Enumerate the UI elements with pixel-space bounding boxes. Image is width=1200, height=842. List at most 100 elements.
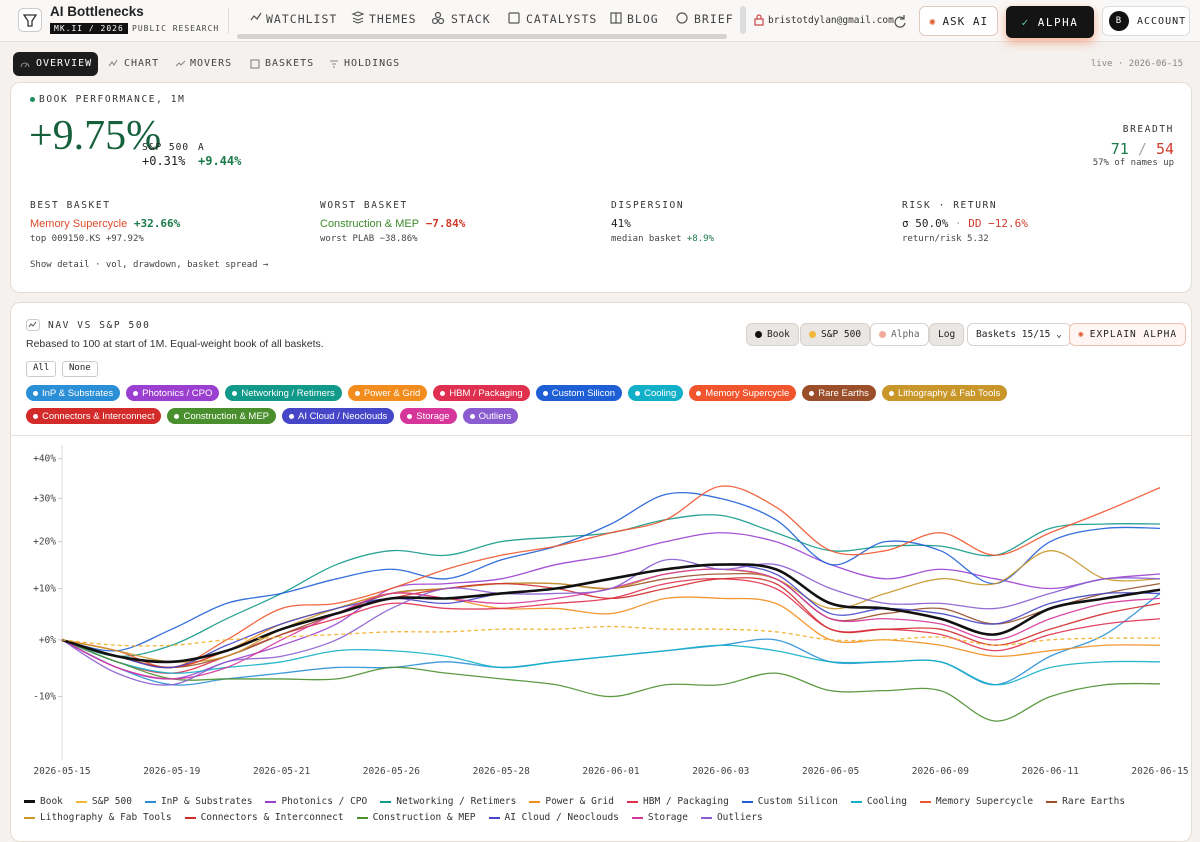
toggle-log[interactable]: Log xyxy=(929,323,965,346)
x-tick-label: 2026-05-19 xyxy=(143,766,200,777)
select-all[interactable]: All xyxy=(26,361,57,377)
legend-label: Connectors & Interconnect xyxy=(200,812,344,823)
ask-ai-button[interactable]: ✺ ASK AI xyxy=(919,6,998,36)
chip-label: Storage xyxy=(416,410,450,422)
series-line xyxy=(61,592,1161,669)
legend-swatch xyxy=(380,800,392,803)
chip-label: Connectors & Interconnect xyxy=(42,410,155,422)
tab[interactable]: OVERVIEW xyxy=(36,58,93,69)
legend-swatch xyxy=(1046,800,1058,803)
legend-swatch xyxy=(529,800,541,803)
basket-chip[interactable]: AI Cloud / Neoclouds xyxy=(282,408,395,424)
chart-subtitle: Rebased to 100 at start of 1M. Equal-wei… xyxy=(26,338,324,350)
up-count: 71 xyxy=(1110,140,1129,158)
nav-link[interactable]: BLOG xyxy=(627,12,659,26)
tab[interactable]: MOVERS xyxy=(190,58,233,69)
refresh-icon[interactable] xyxy=(893,14,907,28)
stat-name: σ 50.0% xyxy=(902,217,949,230)
x-tick-label: 2026-06-01 xyxy=(582,766,639,777)
legend-item: Connectors & Interconnect xyxy=(184,812,344,823)
show-detail[interactable]: Show detail · vol, drawdown, basket spre… xyxy=(30,260,269,270)
stat-value: −7.84% xyxy=(425,217,466,230)
basket-chip[interactable]: HBM / Packaging xyxy=(433,385,530,401)
series-line xyxy=(61,639,1161,722)
basket-chip[interactable]: Storage xyxy=(400,408,457,424)
basket-chip[interactable]: Construction & MEP xyxy=(167,408,277,424)
toggle-book[interactable]: Book xyxy=(746,323,799,346)
stat-note-value: +8.9% xyxy=(686,234,714,244)
legend-label: Photonics / CPO xyxy=(281,796,368,807)
explain-alpha[interactable]: ✺ EXPLAIN ALPHA xyxy=(1069,323,1187,346)
badge: MK.II / 2026 xyxy=(50,23,128,34)
legend-item: Power & Grid xyxy=(529,796,614,807)
basket-chip[interactable]: Lithography & Fab Tools xyxy=(881,385,1008,401)
bench-value: +0.31% xyxy=(142,154,186,168)
nav-link[interactable]: WATCHLIST xyxy=(266,12,338,26)
toggle-label: Book xyxy=(767,329,790,340)
basket-chip[interactable]: Power & Grid xyxy=(347,385,428,401)
tab[interactable]: CHART xyxy=(124,58,160,69)
scroll-handle xyxy=(740,6,746,34)
chip-label: Power & Grid xyxy=(363,387,421,399)
legend-swatch xyxy=(184,816,196,819)
nav-link[interactable]: STACK xyxy=(451,12,491,26)
chip-dot xyxy=(440,390,446,396)
tab[interactable]: HOLDINGS xyxy=(344,58,401,69)
legend-item: Storage xyxy=(631,812,688,823)
basket-chip[interactable]: InP & Substrates xyxy=(26,385,121,401)
basket-chip[interactable]: Outliers xyxy=(462,408,519,424)
down-count: 54 xyxy=(1155,140,1174,158)
x-tick-label: 2026-06-11 xyxy=(1022,766,1079,777)
toggle-sp500[interactable]: S&P 500 xyxy=(800,323,871,346)
basket-chips: InP & Substrates Photonics / CPO Networkin… xyxy=(26,385,1116,424)
breadth-note: 57% of names up xyxy=(1092,158,1174,168)
series-line xyxy=(61,639,1161,686)
basket-chip[interactable]: Networking / Retimers xyxy=(225,385,342,401)
stat-value: DD −12.6% xyxy=(968,217,1028,230)
basket-chip[interactable]: Cooling xyxy=(628,385,684,401)
baskets-select[interactable]: Baskets 15/15 ⌄ xyxy=(967,323,1071,346)
legend-item: Photonics / CPO xyxy=(265,796,367,807)
stat-label: DISPERSION xyxy=(611,200,685,211)
legend-label: Networking / Retimers xyxy=(396,796,517,807)
basket-chip[interactable]: Rare Earths xyxy=(802,385,876,401)
nav-link[interactable]: THEMES xyxy=(369,12,417,26)
x-tick-label: 2026-05-26 xyxy=(363,766,420,777)
basket-chip[interactable]: Memory Supercycle xyxy=(689,385,797,401)
dot xyxy=(755,331,762,338)
chip-label: Outliers xyxy=(478,410,512,422)
legend-label: Cooling xyxy=(866,796,907,807)
nav-link[interactable]: CATALYSTS xyxy=(526,12,598,26)
y-tick-label: +10% xyxy=(33,584,56,595)
toggle-label: S&P 500 xyxy=(821,329,862,340)
tagline: PUBLIC RESEARCH xyxy=(132,24,220,33)
legend-swatch xyxy=(75,800,87,803)
stat-label: RISK · RETURN xyxy=(902,200,998,211)
alpha-label: ALPHA xyxy=(1037,15,1079,29)
chip-dot xyxy=(635,390,641,396)
chip-dot xyxy=(407,413,413,419)
select-none[interactable]: None xyxy=(62,361,98,377)
lock-icon xyxy=(754,14,764,26)
basket-chip[interactable]: Connectors & Interconnect xyxy=(26,408,162,424)
legend-label: Lithography & Fab Tools xyxy=(40,812,172,823)
basket-chip[interactable]: Photonics / CPO xyxy=(126,385,220,401)
breadth: 71 / 54 xyxy=(1111,140,1174,158)
separator xyxy=(10,435,1192,436)
legend-label: Rare Earths xyxy=(1062,796,1126,807)
alpha-button[interactable]: ✓ ALPHA xyxy=(1006,6,1094,38)
chip-label: InP & Substrates xyxy=(42,387,114,399)
tab[interactable]: BASKETS xyxy=(265,58,315,69)
toggle-alpha[interactable]: Alpha xyxy=(870,323,929,346)
toggle-label: Alpha xyxy=(891,329,920,340)
series-line xyxy=(61,572,1161,669)
chip-dot xyxy=(696,390,702,396)
basket-chip[interactable]: Custom Silicon xyxy=(535,385,623,401)
nav-link[interactable]: BRIEF xyxy=(694,12,734,26)
legend-label: AI Cloud / Neoclouds xyxy=(504,812,619,823)
account-button[interactable]: B ACCOUNT xyxy=(1102,6,1190,36)
legend-swatch xyxy=(700,816,712,819)
legend-swatch xyxy=(627,800,638,803)
legend: Book S&P 500 InP & Substrates Photonics / C… xyxy=(24,796,1184,823)
x-tick-label: 2026-06-03 xyxy=(692,766,749,777)
